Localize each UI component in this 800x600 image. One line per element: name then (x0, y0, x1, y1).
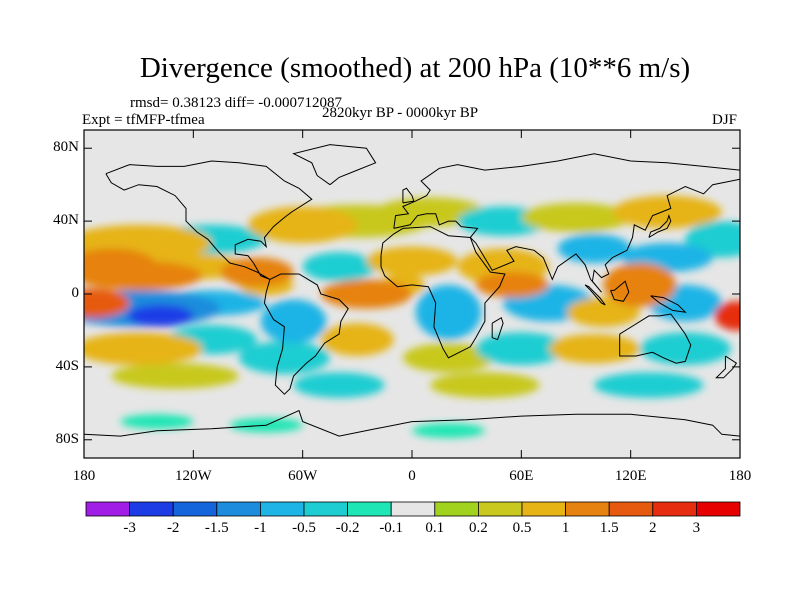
coastline-africa (380, 226, 506, 359)
colorbar-label: -1.5 (204, 520, 229, 536)
x-tick-label: 120W (174, 468, 212, 484)
field-patch-2 (412, 423, 485, 438)
y-tick-label: 80S (55, 430, 79, 447)
field-patch-29 (320, 323, 394, 356)
field-patch-32 (566, 297, 640, 327)
x-tick-label: 180 (72, 468, 96, 484)
colorbar-swatch (565, 501, 610, 517)
coastline-australia (619, 313, 692, 364)
coastline-borneo (610, 280, 630, 302)
y-tick-label: 40N (53, 212, 79, 229)
field-patch-18 (247, 206, 358, 243)
field-patch-20 (84, 332, 203, 366)
colorbar-label: -3 (123, 520, 136, 536)
coastline-greenland (292, 144, 377, 186)
colorbar-label: 0.2 (469, 520, 488, 536)
field-patch-42 (603, 263, 677, 307)
coastline-sumatra (584, 284, 606, 306)
x-tick-label: 0 (408, 468, 416, 484)
field-patch-11 (302, 252, 376, 282)
coastline-south-america (263, 273, 349, 395)
colorbar-swatch (216, 501, 261, 517)
colorbar-label: 0.5 (512, 520, 532, 536)
coastline-eurasia (393, 153, 740, 293)
x-tick-label: 60W (288, 468, 318, 484)
coastlines (84, 144, 740, 437)
x-tick-label: 180 (728, 468, 752, 484)
field-patch-43 (84, 261, 203, 291)
colorbar-label: 1.5 (599, 520, 619, 536)
coastline-madagascar (491, 316, 504, 341)
field-patch-7 (430, 372, 540, 398)
colorbar-swatch (259, 501, 305, 517)
field-patch-6 (293, 372, 385, 398)
coastline-antarctica (84, 409, 740, 437)
colorbar-label: -0.5 (292, 520, 316, 536)
y-tick-label: 80N (53, 139, 79, 156)
x-tick-label: 120E (614, 468, 647, 484)
colorbar-swatch (608, 501, 654, 517)
colorbar-label: -1 (254, 520, 267, 536)
field-patch-15 (475, 332, 567, 366)
colorbar-swatch (303, 501, 348, 517)
colorbar-swatch (347, 501, 392, 517)
field-patch-35 (260, 299, 327, 344)
x-tick-label: 60E (509, 468, 534, 484)
colorbar-swatch (85, 501, 130, 517)
stats-label: rmsd= 0.38123 diff= -0.000712087 (130, 95, 343, 111)
y-tick-label: 0 (71, 285, 80, 301)
colorbar (85, 501, 741, 517)
colorbar-swatch (696, 501, 741, 517)
field-patch-10 (521, 202, 631, 233)
coastline-japan (648, 214, 672, 238)
colorbar-label: -2 (166, 520, 180, 536)
colorbar-swatch (129, 501, 174, 517)
colorbar-swatch (390, 501, 436, 517)
y-tick-label: 40S (55, 357, 79, 374)
field-layer (84, 195, 740, 438)
colorbar-label: 3 (692, 520, 701, 536)
coastline-uk (402, 187, 415, 204)
period-label: 2820kyr BP - 0000kyr BP (322, 105, 479, 121)
colorbar-swatch (521, 501, 566, 517)
axis-ticks (83, 130, 741, 458)
colorbar-label: -0.1 (379, 520, 404, 536)
colorbar-label: 1 (561, 520, 570, 536)
field-patch-45 (84, 288, 130, 318)
field-patch-44 (320, 279, 413, 309)
field-patch-22 (548, 334, 640, 364)
field-patch-46 (127, 304, 194, 327)
coastline-new-zealand (715, 355, 738, 379)
field-patch-17 (111, 363, 239, 389)
field-patch-21 (238, 341, 330, 375)
field-patch-19 (612, 195, 722, 229)
colorbar-swatch (172, 501, 218, 517)
colorbar-label: 0.1 (425, 520, 445, 536)
field-patch-8 (594, 372, 704, 398)
field-patch-39 (475, 272, 549, 298)
colorbar-swatch (652, 501, 697, 517)
field-patch-47 (714, 301, 740, 331)
experiment-label: Expt = tfMFP-tfmea (82, 112, 205, 128)
field-patch-25 (366, 246, 458, 276)
field-patch-26 (557, 233, 631, 264)
field-patch-37 (415, 284, 482, 340)
coastline-new-guinea (650, 295, 687, 313)
coastline-north-america (105, 160, 313, 280)
colorbar-label: -0.2 (335, 520, 360, 536)
field-patch-0 (120, 414, 194, 429)
chart-title: Divergence (smoothed) at 200 hPa (10**6 … (139, 52, 691, 84)
colorbar-swatch (434, 501, 479, 517)
season-label: DJF (712, 112, 738, 128)
colorbar-swatch (477, 501, 523, 517)
colorbar-label: 2 (649, 520, 657, 536)
